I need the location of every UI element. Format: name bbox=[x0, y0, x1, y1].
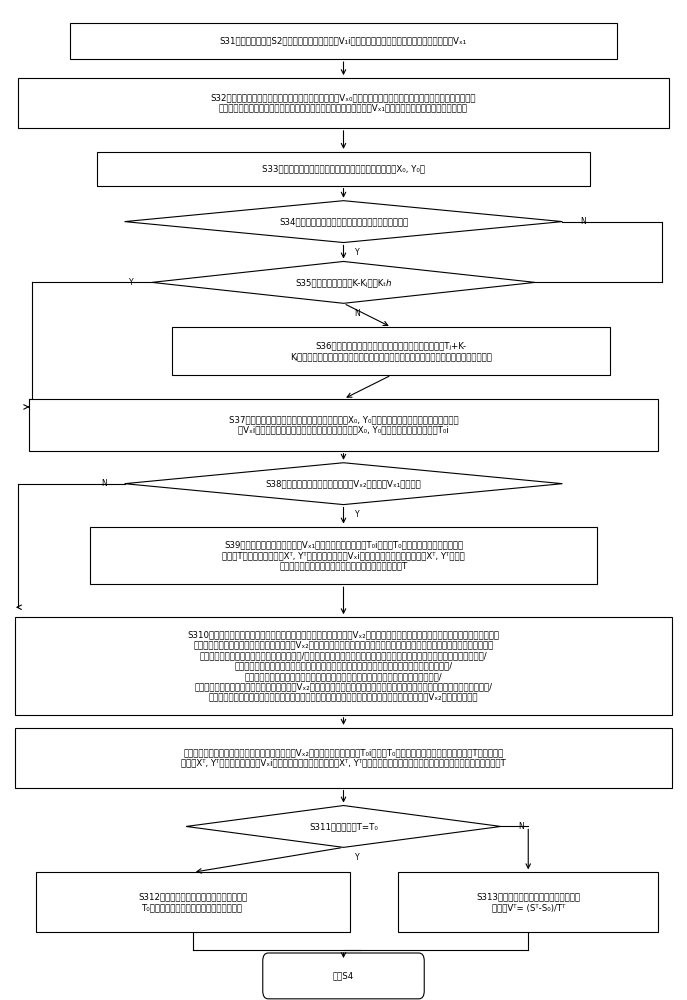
Text: S38：比较当前时刻下的道路限速値Vₓ₂与限速値Vₓ₁是否相同: S38：比较当前时刻下的道路限速値Vₓ₂与限速値Vₓ₁是否相同 bbox=[266, 479, 421, 488]
Text: S32：当前时刻等于任一班次的快速公交车辆在限速値Vₓ₀对应的执行时刻中的出发时刻时，立即向该班次的快速
公交车辆下达出发指令，该班次的快速公交车出发并按照其在: S32：当前时刻等于任一班次的快速公交车辆在限速値Vₓ₀对应的执行时刻中的出发时… bbox=[211, 93, 476, 113]
Text: N: N bbox=[101, 479, 107, 488]
Polygon shape bbox=[152, 261, 535, 303]
Text: Y: Y bbox=[355, 248, 359, 257]
FancyBboxPatch shape bbox=[36, 872, 350, 932]
Polygon shape bbox=[186, 806, 501, 847]
Text: S312：提示快速公交车辆按照执行时刻表中
T₀的下一个基准时刻所对应的基准速度行驶: S312：提示快速公交车辆按照执行时刻表中 T₀的下一个基准时刻所对应的基准速度… bbox=[138, 892, 247, 912]
Polygon shape bbox=[124, 201, 563, 243]
FancyBboxPatch shape bbox=[262, 953, 425, 999]
Text: S36：将每一班次的执行时刻表中的基准时刻均调整为Tⱼ+K-
Kⱼ，得到更新后的执行时刻表；每一班次的快速公交车辆均按照更新后的执行时刻表行驶: S36：将每一班次的执行时刻表中的基准时刻均调整为Tⱼ+K- Kⱼ，得到更新后的… bbox=[291, 341, 493, 361]
FancyBboxPatch shape bbox=[29, 399, 658, 451]
FancyBboxPatch shape bbox=[19, 78, 668, 128]
Text: S311：是否满足T=T₀: S311：是否满足T=T₀ bbox=[309, 822, 378, 831]
FancyBboxPatch shape bbox=[15, 617, 672, 715]
Text: S37：将当前时刻下的快速公交车辆经纬度信息（X₀, Y₀）分别关联至快速公交车辆在不同限速
値Vₓi下的执行时刻表中，将每一执行时刻表中与（X₀, Y₀）对应: S37：将当前时刻下的快速公交车辆经纬度信息（X₀, Y₀）分别关联至快速公交车… bbox=[229, 415, 458, 435]
Text: N: N bbox=[354, 309, 360, 318]
Text: 步骤S4: 步骤S4 bbox=[333, 971, 354, 980]
Text: S310：将全部班次快速公交车辆的当前正在执行时刻表切换到限速値Vₓ₂对应的执行时刻表；针对最先到达终点站的快速公交车辆，
获取其当前时刻下将执行时刻表调整为限: S310：将全部班次快速公交车辆的当前正在执行时刻表切换到限速値Vₓ₂对应的执行… bbox=[188, 630, 499, 702]
FancyBboxPatch shape bbox=[398, 872, 658, 932]
FancyBboxPatch shape bbox=[15, 728, 672, 788]
Text: N: N bbox=[580, 217, 586, 226]
Text: S33：实时读取当前时刻的快速公交车辆的经纬度信息（X₀, Y₀）: S33：实时读取当前时刻的快速公交车辆的经纬度信息（X₀, Y₀） bbox=[262, 164, 425, 173]
Text: Y: Y bbox=[355, 853, 359, 862]
Polygon shape bbox=[124, 463, 563, 505]
Text: S313：提示快速公交车辆按如下速度进行
行驶：Vᵀ= (Sᵀ-S₀)/Tᵀ: S313：提示快速公交车辆按如下速度进行 行驶：Vᵀ= (Sᵀ-S₀)/Tᵀ bbox=[476, 892, 581, 912]
Text: S31：调取所述步骤S2中得到的所有不同限速値V₁i对应的执行时刻表，并得到当前时刻的限速値Vₓ₁: S31：调取所述步骤S2中得到的所有不同限速値V₁i对应的执行时刻表，并得到当前… bbox=[220, 37, 467, 46]
Text: 针对每一班次的快速公交车辆，将调整后的限速値Vₓ₂对应的执行时刻表中的T₀i修改为T₀，并提取该执行时刻表中当前时刻T对应的基准
位置（Xᵀ, Yᵀ），在其他限: 针对每一班次的快速公交车辆，将调整后的限速値Vₓ₂对应的执行时刻表中的T₀i修改… bbox=[181, 748, 506, 767]
Text: Y: Y bbox=[355, 510, 359, 519]
Text: S35：判断是否满足｜K-Kⱼ｜＜Kₜℎ: S35：判断是否满足｜K-Kⱼ｜＜Kₜℎ bbox=[295, 278, 392, 287]
FancyBboxPatch shape bbox=[90, 527, 597, 584]
Text: N: N bbox=[519, 822, 524, 831]
FancyBboxPatch shape bbox=[70, 23, 617, 59]
Text: Y: Y bbox=[129, 278, 134, 287]
Text: S34：判断快速公交车辆当前位置是否在某一途径站点: S34：判断快速公交车辆当前位置是否在某一途径站点 bbox=[279, 217, 408, 226]
Text: S39：将正在执行的道路限速値Vₓ₁对应的执行时刻表中的T₀i修改为T₀，并提取该执行时刻表中当
前时刻T对应的基准位置（Xᵀ, Yᵀ），在其他限速値Vₓi对应: S39：将正在执行的道路限速値Vₓ₁对应的执行时刻表中的T₀i修改为T₀，并提取… bbox=[222, 541, 465, 570]
FancyBboxPatch shape bbox=[97, 152, 590, 186]
FancyBboxPatch shape bbox=[172, 327, 610, 375]
